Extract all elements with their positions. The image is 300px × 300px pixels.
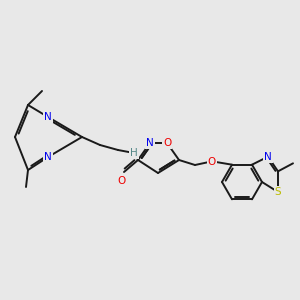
Text: H: H xyxy=(130,148,138,158)
Text: O: O xyxy=(118,176,126,186)
Text: N: N xyxy=(146,138,154,148)
Text: S: S xyxy=(275,187,281,197)
Text: N: N xyxy=(44,112,52,122)
Text: O: O xyxy=(163,138,171,148)
Text: N: N xyxy=(264,152,272,162)
Text: N: N xyxy=(44,152,52,162)
Text: O: O xyxy=(208,157,216,167)
